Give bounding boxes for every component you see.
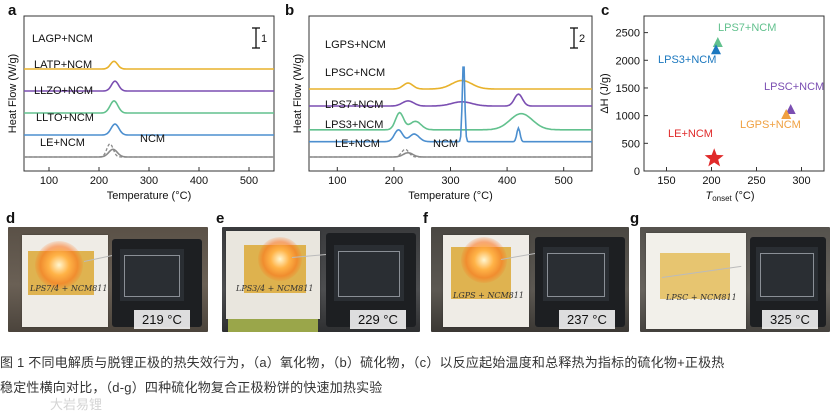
series-line-lagp-ncm [24,60,274,70]
scatter-point-triangle [781,108,792,119]
series-label: LPSC+NCM [325,67,385,79]
point-label: LE+NCM [668,128,713,140]
sample-note: LGPS + NCM811 [453,291,524,300]
x-tick-label: 500 [555,175,573,187]
temperature-readout: 325 °C [762,310,818,329]
x-axis-label: Temperature (°C) [107,190,191,202]
figure-caption-line-1: 图 1 不同电解质与脱锂正极的热失效行为，（a）氧化物，（b）硫化物，（c）以反… [0,355,725,370]
x-tick-label: 300 [441,175,459,187]
panel-label-c: c [601,2,610,19]
series-label: LPS3+NCM [325,119,383,131]
series-line-ncm [24,143,274,158]
x-tick-label: 200 [702,175,720,187]
scatter-point-triangle [711,44,721,55]
point-label: LGPS+NCM [740,119,801,131]
scale-bar-label: 1 [261,33,267,45]
series-label: LAGP+NCM [32,33,93,45]
y-tick-label: 2000 [616,55,640,67]
x-tick-label: 400 [190,175,208,187]
hot-plate-edge [228,319,318,332]
series-label: LE+NCM [40,137,85,149]
heating-glow [461,237,507,283]
watermark: 大岩易锂 [50,397,103,412]
x-tick-label: 100 [328,175,346,187]
heating-glow [35,241,83,289]
sample-note: LPS7/4 + NCM811 [30,284,108,293]
panel-label-b: b [285,2,295,19]
x-tick-label: 200 [90,175,108,187]
y-axis-label: Heat Flow (W/g) [7,54,19,133]
y-tick-label: 500 [622,138,640,150]
panel-label-e: e [216,210,225,227]
series-line-lps3-ncm [309,66,592,143]
series-label: LPS7+NCM [325,99,383,111]
sample-note: LPSC + NCM811 [666,293,737,302]
panel-label-d: d [6,210,16,227]
temperature-readout: 219 °C [134,310,190,329]
y-axis-label: ΔH (J/g) [599,73,611,113]
series-line-le-ncm [24,148,274,158]
display-screen [756,247,818,301]
photo-g: LPSC + NCM811 325 °C [640,227,830,332]
y-tick-label: 2500 [616,28,640,40]
series-label: NCM [433,138,458,150]
series-label: LLTO+NCM [36,112,94,124]
x-tick-label: 200 [385,175,403,187]
series-line-lps7-ncm [309,111,592,131]
panel-label-a: a [8,2,17,19]
display-screen [334,245,404,301]
series-line-ncm [309,148,592,158]
temperature-readout: 237 °C [559,310,615,329]
photo-e: LPS3/4 + NCM811 229 °C [222,227,420,332]
panel-label-g: g [630,210,640,227]
series-label: NCM [140,133,165,145]
x-tick-label: 300 [140,175,158,187]
y-tick-label: 1000 [616,111,640,123]
temperature-readout: 229 °C [350,310,406,329]
chart-a-oxide-dsc: LAGP+NCM LATP+NCM LLZO+NCM LLTO+NCM LE+NCM NC… [7,15,275,202]
scatter-point-triangle [785,104,796,114]
series-label: LATP+NCM [34,59,92,71]
chart-c-scatter: 150 200 250 300 0 500 1000 1500 2000 2500 Tonset (… [599,15,825,203]
x-tick-label: 150 [657,175,675,187]
chart-b-sulfide-dsc: LGPS+NCM LPSC+NCM LPS7+NCM LPS3+NCM LE+NCM NC… [292,15,593,202]
panel-label-f: f [423,210,428,227]
y-tick-label: 0 [634,166,640,178]
x-tick-label: 300 [792,175,810,187]
series-line-lgps-ncm [309,79,592,90]
series-line-lpsc-ncm [309,93,592,107]
y-axis-label: Heat Flow (W/g) [292,54,304,133]
display-screen [120,249,184,301]
scatter-point-triangle [712,37,723,48]
sample-note: LPS3/4 + NCM811 [236,284,314,293]
photo-f: LGPS + NCM811 237 °C [431,227,629,332]
point-label: LPS7+NCM [718,22,776,34]
series-line-llzo-ncm [24,100,274,114]
x-axis-label: Tonset (°C) [705,190,754,203]
series-label: LE+NCM [335,138,380,150]
series-line-llto-ncm [24,123,274,136]
series-label: LLZO+NCM [34,85,93,97]
point-label: LPS3+NCM [658,54,716,66]
point-label: LPSC+NCM [764,81,824,93]
scale-bar-label: 2 [579,33,585,45]
y-tick-label: 1500 [616,83,640,95]
display-screen [543,247,609,301]
scatter-point-star [704,148,724,167]
series-label: LGPS+NCM [325,39,386,51]
x-tick-label: 500 [240,175,258,187]
x-axis-label: Temperature (°C) [408,190,492,202]
display-grid [338,251,400,297]
display-grid [124,255,180,297]
display-grid [760,253,814,297]
heating-glow [258,237,302,281]
photo-d: LPS7/4 + NCM811 219 °C [8,227,208,332]
x-tick-label: 100 [40,175,58,187]
plot-frame [643,15,825,172]
display-grid [547,253,605,297]
x-tick-label: 400 [498,175,516,187]
x-tick-label: 250 [747,175,765,187]
series-line-latp-ncm [24,80,274,92]
figure-caption-line-2: 稳定性横向对比，（d-g）四种硫化物复合正极粉饼的快速加热实验 [0,380,383,395]
